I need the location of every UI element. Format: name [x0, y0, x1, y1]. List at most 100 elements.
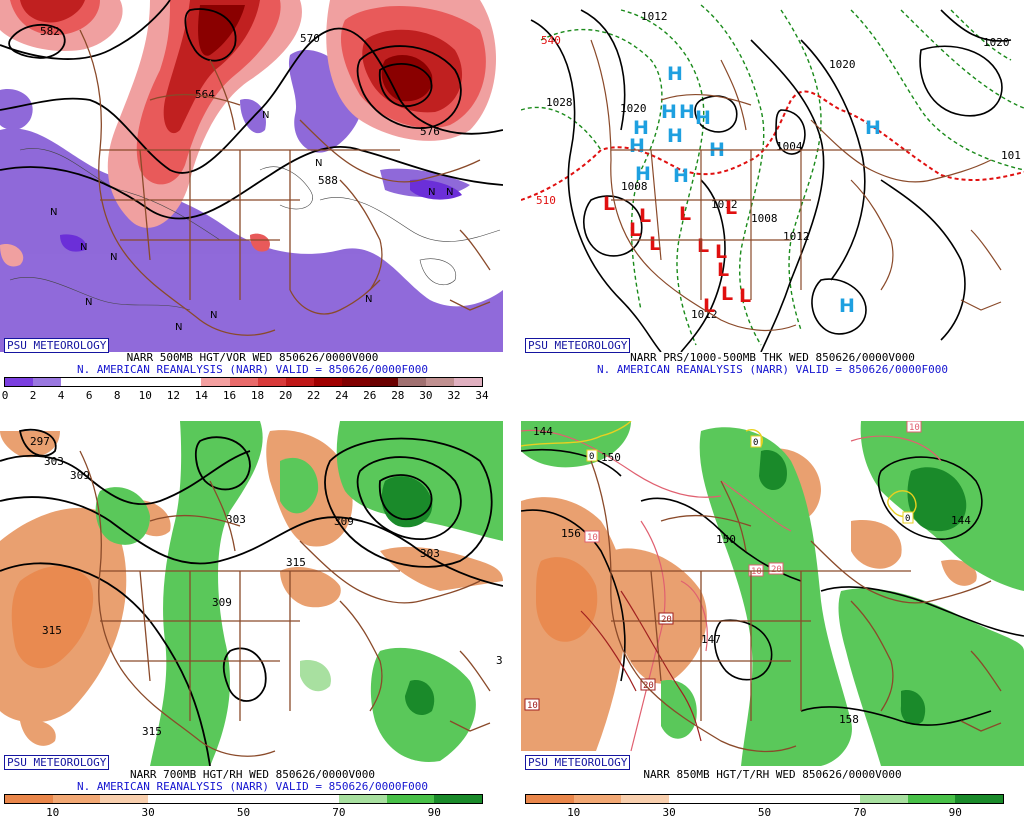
colorbar-tick-label: 70	[332, 806, 346, 819]
colorbar-swatch	[195, 795, 244, 803]
colorbar-tick-label: 8	[113, 389, 121, 402]
colorbar-swatch	[621, 795, 670, 803]
temperature-label: 10	[527, 701, 538, 711]
colorbar-tick-label: 2	[29, 389, 37, 402]
panel-pressure-thickness: 1012 1028 1020 1020 1020 1004 1012 1008 …	[521, 0, 1024, 405]
low-pressure-symbol: L	[725, 197, 737, 219]
temperature-label: 10	[587, 533, 598, 543]
colorbar-tick-label: 4	[57, 389, 65, 402]
low-pressure-symbol: L	[703, 295, 715, 317]
colorbar-swatch	[341, 378, 370, 386]
contour-label: 144	[533, 425, 553, 438]
contour-label: 576	[420, 125, 440, 138]
isobar-labels: 1012 1028 1020 1020 1020 1004 1012 1008 …	[536, 10, 1021, 321]
isotherm-label: 0	[589, 452, 594, 462]
high-pressure-symbol: H	[667, 63, 683, 85]
colorbar-swatch	[100, 795, 149, 803]
isobar-label: 1008	[621, 180, 648, 193]
colorbar-swatch	[526, 795, 574, 803]
colorbar-swatch	[859, 795, 908, 803]
contour-label: 150	[601, 451, 621, 464]
contour-label: 588	[318, 174, 338, 187]
colorbar-tick-label: 12	[166, 389, 180, 402]
political-boundaries	[79, 450, 491, 757]
colorbar-tick-label: 32	[447, 389, 461, 402]
map-pressure-thickness[interactable]: 1012 1028 1020 1020 1020 1004 1012 1008 …	[521, 0, 1024, 352]
colorbar-tick-label: 0	[1, 389, 9, 402]
height-labels: 297 303 309 303 309 303 315 309 315 315 …	[30, 435, 503, 738]
psu-meteorology-badge: PSU METEOROLOGY	[4, 755, 110, 770]
colorbar-swatch	[52, 795, 101, 803]
colorbar-swatch	[201, 378, 230, 386]
colorbar-tick-label: 10	[567, 806, 581, 819]
isobar-label: 1012	[641, 10, 668, 23]
colorbar-tick-label: 30	[662, 806, 676, 819]
panel-caption: NARR 700MB HGT/RH WED 850626/0000V000	[129, 768, 376, 781]
high-pressure-symbol: H	[865, 117, 881, 139]
colorbar-swatch	[313, 378, 342, 386]
height-labels: 144 150 156 150 144 147 158	[533, 425, 971, 726]
isobar-label: 1020	[829, 58, 856, 71]
colorbar-tick-label: 30	[141, 806, 155, 819]
isobar-label: 1028	[546, 96, 573, 109]
colorbar-tick-label: 6	[85, 389, 93, 402]
map-700mb-rh[interactable]: 297 303 309 303 309 303 315 309 315 315 …	[0, 421, 503, 766]
rh-colorbar-ticks: 10 30 50 70 90	[526, 806, 1003, 819]
low-pressure-symbol: L	[603, 193, 615, 215]
colorbar-swatch	[397, 378, 426, 386]
colorbar-swatch	[89, 378, 118, 386]
isobar-label: 1008	[751, 212, 778, 225]
map-500mb-vorticity[interactable]: 582 564 570 576 588 N N N N N N N N N N …	[0, 0, 503, 352]
map-850mb-temp-rh[interactable]: 144 150 156 150 144 147 158 0 0 0 10 10	[521, 421, 1024, 766]
colorbar-tick-label: 14	[194, 389, 209, 402]
height-contours	[0, 428, 503, 766]
panel-500mb-vorticity: 582 564 570 576 588 N N N N N N N N N N …	[0, 0, 505, 405]
high-pressure-centers: H H H H H H H H H H H H	[629, 63, 881, 317]
colorbar-swatch	[5, 795, 53, 803]
contour-label: 564	[195, 88, 215, 101]
thickness-label: 510	[536, 194, 556, 207]
rh-colorbar	[525, 794, 1004, 804]
vorticity-min-symbol: N	[175, 322, 182, 333]
colorbar-swatch	[148, 795, 196, 803]
vorticity-positive-shading	[0, 0, 497, 267]
panel-subcaption: N. AMERICAN REANALYSIS (NARR) VALID = 85…	[597, 363, 948, 376]
colorbar-swatch	[955, 795, 1004, 803]
contour-label: 144	[951, 514, 971, 527]
vorticity-min-symbol: N	[446, 187, 453, 198]
contour-label: 147	[701, 633, 721, 646]
contour-label: 582	[40, 25, 60, 38]
colorbar-swatch	[257, 378, 286, 386]
vorticity-colorbar-ticks: 0 2 4 6 8 10 12 14 16 18 20 22 24 26 28 30 32 34	[1, 389, 489, 402]
temperature-label: 10	[909, 423, 920, 433]
colorbar-swatch	[716, 795, 765, 803]
colorbar-swatch	[338, 795, 387, 803]
low-pressure-symbol: L	[629, 219, 641, 241]
isotherm-label: 0	[753, 438, 758, 448]
vorticity-min-symbol: N	[85, 297, 92, 308]
temperature-labels: 10 10 20 20 20 10 10	[524, 421, 922, 711]
colorbar-tick-label: 50	[236, 806, 251, 819]
colorbar-tick-label: 30	[419, 389, 433, 402]
thickness-contour-540	[521, 90, 1024, 201]
temperature-label: 20	[643, 681, 654, 691]
contour-label: 570	[300, 32, 320, 45]
temperature-label: 20	[661, 615, 672, 625]
panel-850mb-temp-rh: 144 150 156 150 144 147 158 0 0 0 10 10	[521, 421, 1024, 819]
contour-label: 3	[496, 654, 503, 667]
contour-label: 309	[70, 469, 90, 482]
rh-colorbar	[4, 794, 483, 804]
high-pressure-symbol: H	[661, 101, 677, 123]
high-pressure-symbol: H	[695, 107, 711, 129]
contour-label: 309	[334, 515, 354, 528]
vorticity-min-symbol: N	[262, 110, 269, 121]
colorbar-swatch	[145, 378, 174, 386]
colorbar-swatch	[291, 795, 339, 803]
vorticity-minimum-symbols: N N N N N N N N N N N	[50, 110, 453, 333]
temperature-label: 20	[771, 565, 782, 575]
colorbar-tick-label: 22	[307, 389, 321, 402]
panel-caption: NARR 850MB HGT/T/RH WED 850626/0000V000	[643, 768, 902, 781]
vorticity-min-symbol: N	[210, 310, 217, 321]
low-pressure-symbol: L	[639, 205, 651, 227]
colorbar-tick-label: 10	[138, 389, 152, 402]
